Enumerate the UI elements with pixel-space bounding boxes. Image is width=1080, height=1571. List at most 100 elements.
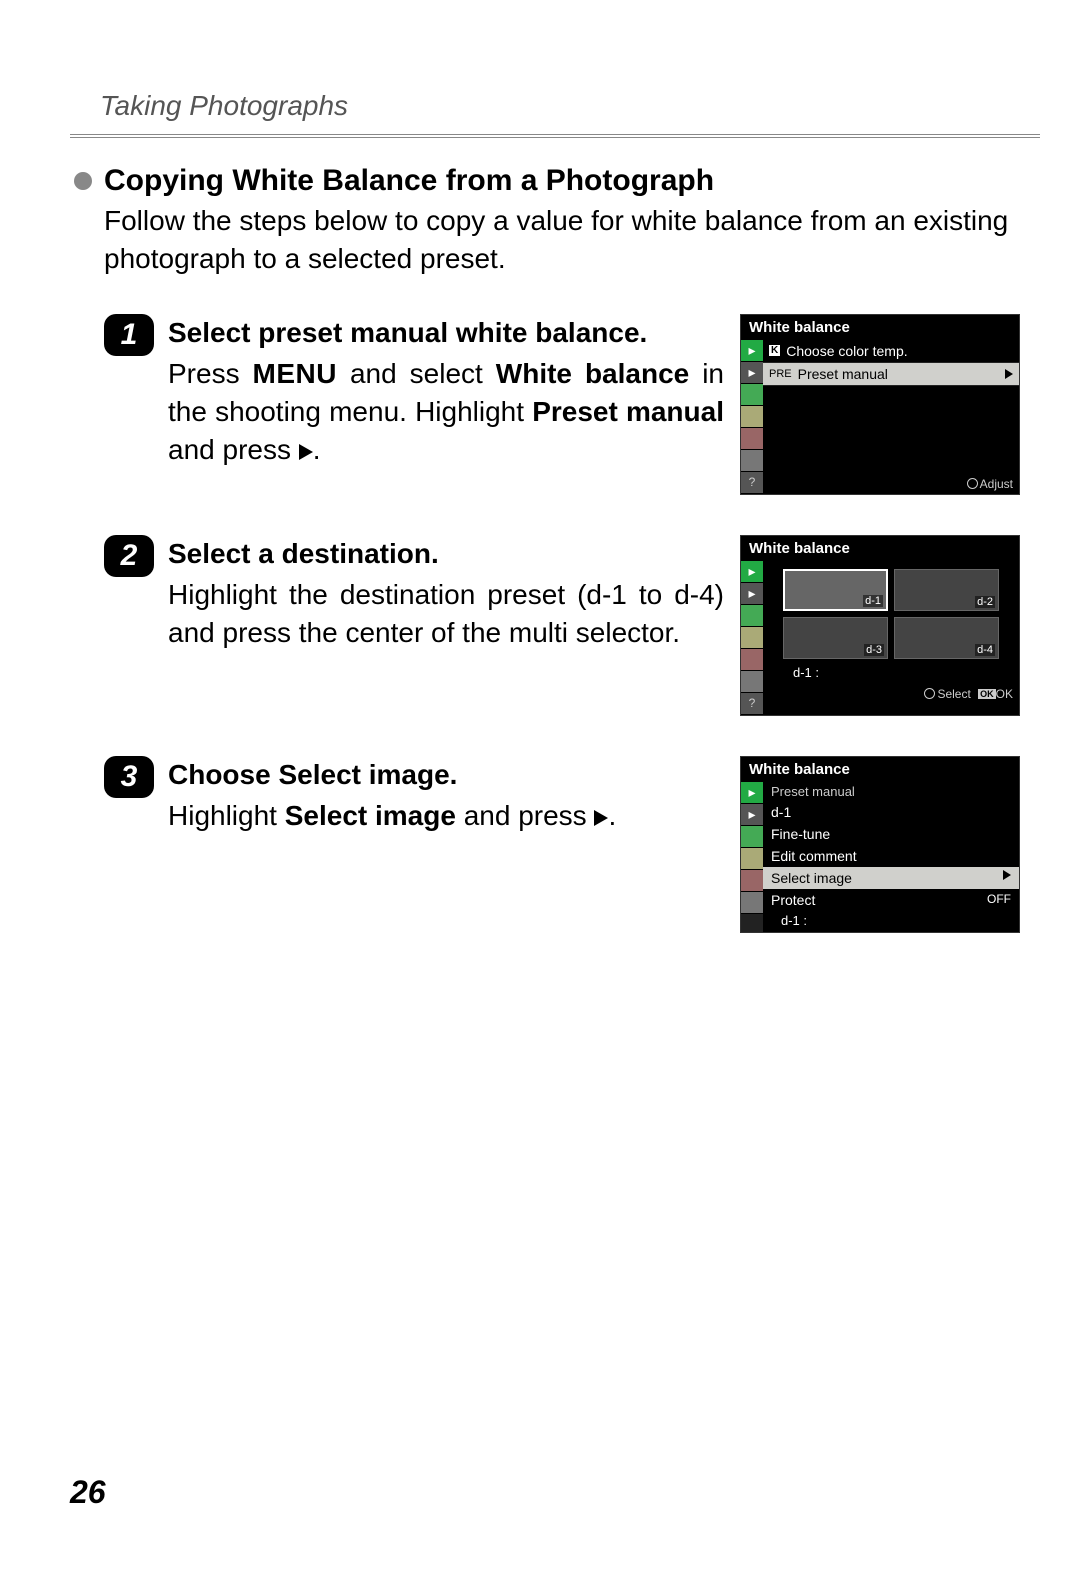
help-tab-icon: ? xyxy=(741,693,763,715)
wrench-tab-icon xyxy=(741,406,763,428)
lcd-title: White balance xyxy=(741,536,1019,561)
lcd-row-color-temp: K Choose color temp. xyxy=(763,340,1019,363)
lcd-footer-ok: OK xyxy=(996,687,1013,701)
pre-icon: PRE xyxy=(769,368,792,380)
play-tab-icon: ▸ xyxy=(741,340,763,362)
camera-tab-icon: ▸ xyxy=(741,583,763,605)
lcd-status: d-1 : xyxy=(763,663,1019,684)
step-3: 3 Choose Select image. Highlight Select … xyxy=(70,756,1040,933)
text: Choose xyxy=(168,759,278,790)
step-1-title: Select preset manual white balance. xyxy=(168,314,724,352)
bold-text: Preset manual xyxy=(532,396,724,427)
intro-paragraph: Follow the steps below to copy a value f… xyxy=(104,202,1010,278)
step-3-title: Choose Select image. xyxy=(168,756,724,794)
lcd-footer: Adjust xyxy=(763,474,1019,494)
lcd-screenshot-2: White balance ▸ ▸ ? d-1 d-2 d-3 d xyxy=(740,535,1020,716)
ok-icon: OK xyxy=(978,689,996,699)
lcd-screenshot-1: White balance ▸ ▸ ? K Choose color temp. xyxy=(740,314,1020,495)
bullet-icon xyxy=(74,172,92,190)
row-label: d-1 xyxy=(771,804,791,820)
wrench-tab-icon xyxy=(741,627,763,649)
text: and press xyxy=(456,800,595,831)
dial-icon xyxy=(924,688,935,699)
step-1-paragraph: Press MENU and select White balance in t… xyxy=(168,355,724,468)
text: and select xyxy=(337,358,496,389)
retouch-tab-icon xyxy=(741,649,763,671)
step-number: 2 xyxy=(104,535,154,577)
lcd-title: White balance xyxy=(741,757,1019,782)
wrench-tab-icon xyxy=(741,848,763,870)
pencil-tab-icon xyxy=(741,826,763,848)
lcd-tab-strip: ▸ ▸ ? xyxy=(741,340,763,494)
play-tab-icon: ▸ xyxy=(741,782,763,804)
chapter-title: Taking Photographs xyxy=(100,90,1040,122)
lcd-row-fine-tune: Fine-tune xyxy=(763,823,1019,845)
lcd-screenshot-3: White balance ▸ ▸ Preset manual d-1 Fine… xyxy=(740,756,1020,933)
lcd-row-d1: d-1 xyxy=(763,801,1019,823)
bold-text: Select image xyxy=(285,800,456,831)
preset-cell-d4: d-4 xyxy=(894,617,999,659)
text: . xyxy=(608,800,616,831)
preset-cell-d2: d-2 xyxy=(894,569,999,611)
pencil-tab-icon xyxy=(741,384,763,406)
preset-grid: d-1 d-2 d-3 d-4 xyxy=(763,561,1019,663)
row-label: Select image xyxy=(771,870,852,886)
lcd-row-protect: ProtectOFF xyxy=(763,889,1019,911)
retouch-tab-icon xyxy=(741,428,763,450)
right-arrow-icon xyxy=(1005,369,1013,379)
bold-text: White balance xyxy=(496,358,689,389)
cell-label: d-1 xyxy=(863,595,883,607)
right-arrow-icon xyxy=(1003,870,1011,880)
step-2-paragraph: Highlight the destination preset (d-1 to… xyxy=(168,576,724,652)
lcd-row-edit-comment: Edit comment xyxy=(763,845,1019,867)
right-arrow-icon xyxy=(299,444,313,460)
cell-label: d-3 xyxy=(864,644,884,656)
row-label: Protect xyxy=(771,892,815,908)
preset-cell-d3: d-3 xyxy=(783,617,888,659)
page-number: 26 xyxy=(70,1474,106,1511)
text: Press xyxy=(168,358,253,389)
step-3-paragraph: Highlight Select image and press . xyxy=(168,797,724,835)
menu-tab-icon xyxy=(741,671,763,693)
retouch-tab-icon xyxy=(741,870,763,892)
menu-button-label: MENU xyxy=(253,358,337,389)
camera-tab-icon: ▸ xyxy=(741,804,763,826)
row-label: Edit comment xyxy=(771,848,857,864)
cell-label: d-2 xyxy=(975,596,995,608)
divider-rule xyxy=(70,134,1040,138)
lcd-footer: Select OKOK xyxy=(763,684,1019,704)
step-2-title: Select a destination. xyxy=(168,535,724,573)
lcd-status: d-1 : xyxy=(763,911,1019,932)
k-icon: K xyxy=(769,345,780,356)
text: . xyxy=(450,759,458,790)
lcd-footer-select: Select xyxy=(937,687,970,701)
lcd-row-label: Preset manual xyxy=(798,366,888,382)
step-number: 1 xyxy=(104,314,154,356)
bold-text: Select image xyxy=(278,759,449,790)
section-heading-row: Copying White Balance from a Photograph xyxy=(74,164,1040,198)
pencil-tab-icon xyxy=(741,605,763,627)
text: . xyxy=(313,434,321,465)
lcd-row-preset-manual: PRE Preset manual xyxy=(763,363,1019,386)
lcd-subtitle: Preset manual xyxy=(763,782,1019,801)
camera-tab-icon: ▸ xyxy=(741,362,763,384)
lcd-tab-strip: ▸ ▸ ? xyxy=(741,561,763,715)
text: and press xyxy=(168,434,299,465)
text: Highlight xyxy=(168,800,285,831)
lcd-title: White balance xyxy=(741,315,1019,340)
play-tab-icon: ▸ xyxy=(741,561,763,583)
section-heading: Copying White Balance from a Photograph xyxy=(104,164,714,198)
lcd-row-label: Choose color temp. xyxy=(786,343,907,359)
help-tab-icon: ? xyxy=(741,472,763,494)
menu-tab-icon xyxy=(741,450,763,472)
step-2: 2 Select a destination. Highlight the de… xyxy=(70,535,1040,716)
preset-cell-d1: d-1 xyxy=(783,569,888,611)
row-label: Fine-tune xyxy=(771,826,830,842)
menu-tab-icon xyxy=(741,892,763,914)
dial-icon xyxy=(967,478,978,489)
step-number: 3 xyxy=(104,756,154,798)
step-1: 1 Select preset manual white balance. Pr… xyxy=(70,314,1040,495)
lcd-row-select-image: Select image xyxy=(763,867,1019,889)
lcd-tab-strip: ▸ ▸ xyxy=(741,782,763,932)
lcd-footer-label: Adjust xyxy=(980,477,1013,491)
